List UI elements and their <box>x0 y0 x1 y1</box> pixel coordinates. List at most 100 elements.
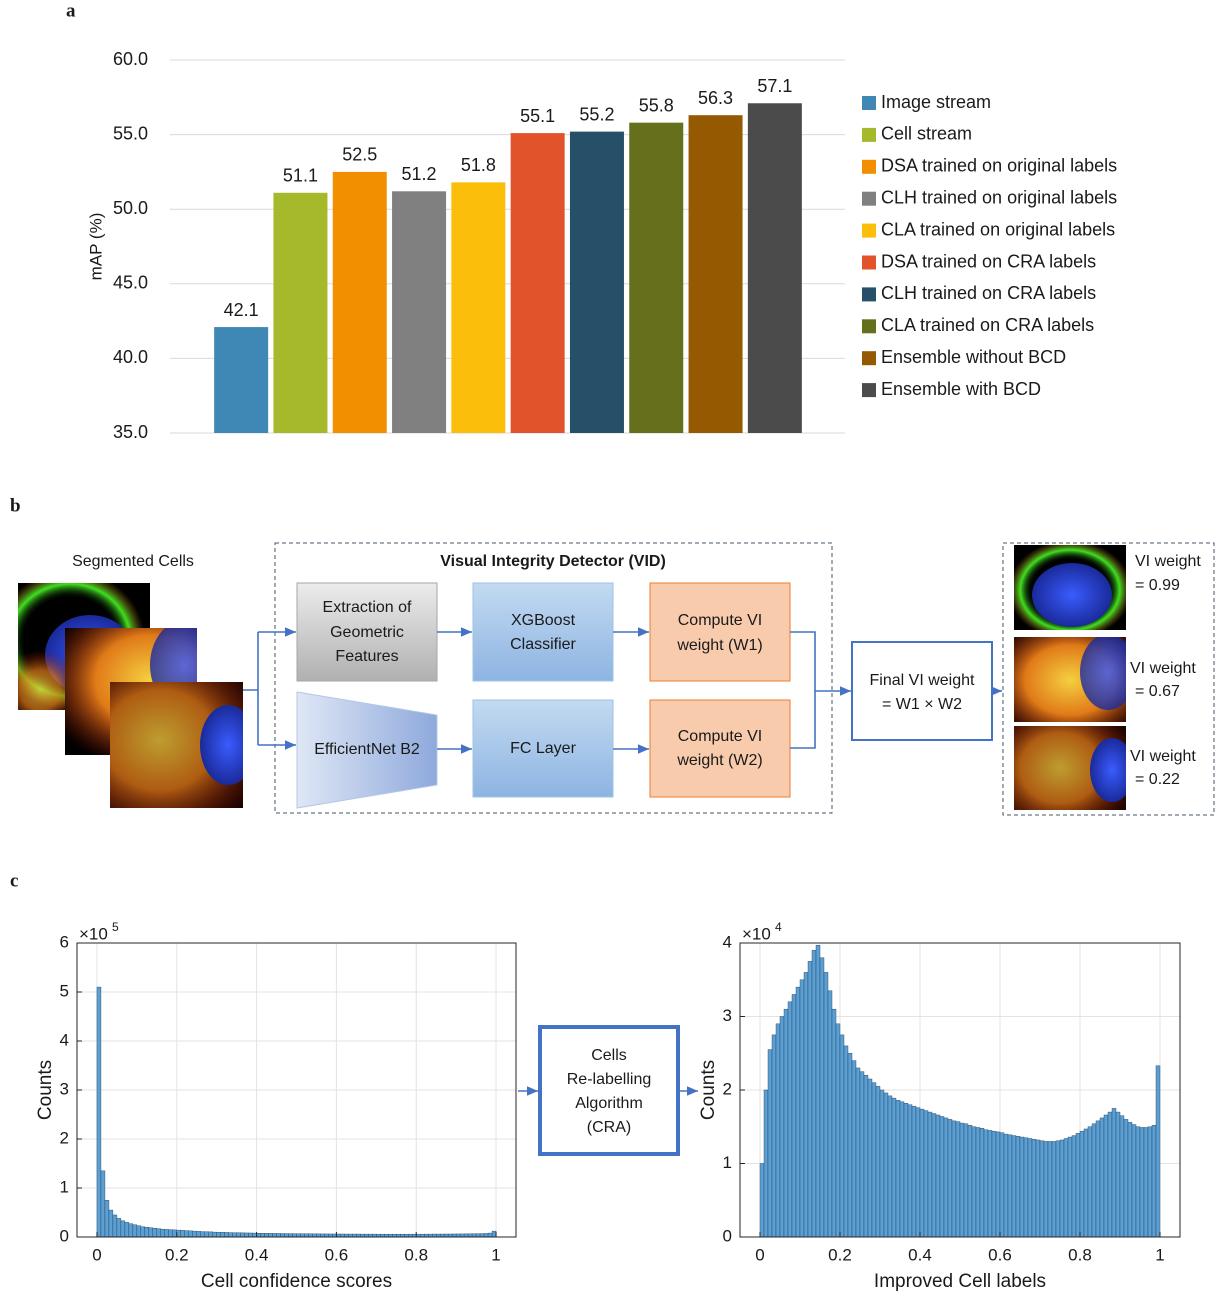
histogram-bar <box>256 1232 261 1238</box>
box-text: Re-labelling <box>567 1071 652 1088</box>
x-tick-label: 0.6 <box>988 1245 1012 1264</box>
histogram-bar <box>943 1117 949 1238</box>
legend-label: CLA trained on CRA labels <box>881 315 1094 335</box>
legend-label: DSA trained on original labels <box>881 156 1117 176</box>
histogram-bar <box>483 1233 489 1238</box>
box-text: Final VI weight <box>870 672 975 689</box>
histogram-bar <box>919 1108 925 1238</box>
x-tick-label: 0.2 <box>828 1245 852 1264</box>
histogram-bar <box>228 1232 233 1238</box>
histogram-bar <box>999 1132 1005 1238</box>
output-text: VI weight <box>1135 553 1201 570</box>
histogram-bar <box>971 1126 977 1238</box>
bar <box>214 327 269 433</box>
histogram-bar <box>140 1226 146 1238</box>
histogram-bar <box>1067 1136 1073 1238</box>
histogram-bar <box>827 990 833 1238</box>
box-text: Features <box>335 648 398 665</box>
y-tick-label: 1 <box>60 1177 69 1196</box>
histogram-bar <box>871 1082 877 1238</box>
histogram-bar <box>795 986 801 1238</box>
histogram-bar <box>240 1232 245 1238</box>
histogram-bar <box>915 1107 921 1238</box>
histogram-bar <box>895 1100 901 1238</box>
legend-label: Ensemble with BCD <box>881 379 1041 399</box>
y-tick-label: 3 <box>60 1079 69 1098</box>
histogram-bar <box>196 1231 201 1238</box>
y-axis-label: mAP (%) <box>86 213 105 281</box>
histogram-bar <box>1063 1138 1069 1238</box>
histogram-bar <box>1051 1141 1057 1238</box>
cell-image <box>1014 637 1126 722</box>
histogram-bar <box>184 1230 189 1238</box>
histogram-bar <box>1095 1120 1101 1238</box>
histogram-bar <box>879 1089 885 1238</box>
bar <box>569 131 624 433</box>
histogram-bar <box>284 1233 289 1238</box>
histogram-bar <box>204 1231 209 1238</box>
diagram: Segmented Cells Visual Integrity Detecto… <box>18 542 1215 816</box>
histogram-bar <box>1055 1140 1061 1238</box>
bar <box>273 192 328 433</box>
histogram-bar <box>280 1233 285 1238</box>
box-text: weight (W2) <box>676 752 762 769</box>
histogram-bar <box>1071 1135 1077 1238</box>
box-text: FC Layer <box>510 740 576 757</box>
y-tick-label: 2 <box>60 1128 69 1147</box>
cell-image <box>110 682 243 808</box>
histogram-bar <box>132 1224 138 1238</box>
histogram-bar <box>975 1127 981 1238</box>
histogram-bar <box>124 1222 130 1238</box>
histogram-bar <box>1079 1130 1085 1238</box>
y-tick-label: 40.0 <box>113 347 148 367</box>
histogram-bar <box>1039 1140 1045 1238</box>
legend-swatch <box>862 127 876 142</box>
connector <box>790 631 816 749</box>
y-tick-label: 6 <box>60 932 69 951</box>
box-text: (CRA) <box>587 1119 631 1136</box>
histogram-bar <box>144 1226 150 1238</box>
histogram-bar <box>955 1121 961 1238</box>
histogram-bar <box>156 1228 162 1238</box>
histogram-bar <box>176 1229 181 1238</box>
y-tick-label: 50.0 <box>113 198 148 218</box>
vid-title: Visual Integrity Detector (VID) <box>440 553 666 570</box>
value-label: 55.2 <box>579 104 614 124</box>
histogram-bar <box>128 1223 134 1238</box>
histogram-bar <box>491 1230 497 1238</box>
value-label: 56.3 <box>698 88 733 108</box>
bar <box>332 171 387 433</box>
histogram-bar <box>859 1071 865 1238</box>
y-tick-label: 5 <box>60 981 69 1000</box>
histogram-bar <box>1043 1141 1049 1238</box>
y-axis-label: Counts <box>698 1060 719 1120</box>
histogram-bar <box>1035 1139 1041 1238</box>
histogram-bar <box>763 1089 769 1238</box>
histogram-bar <box>1111 1108 1117 1238</box>
histogram-bar <box>771 1034 777 1238</box>
histogram-bar <box>487 1232 493 1238</box>
x-tick-label: 0.4 <box>245 1245 269 1264</box>
panel-label: c <box>10 870 18 891</box>
histogram-bar <box>1003 1133 1009 1238</box>
box-text: XGBoost <box>511 612 576 629</box>
histogram-bar <box>983 1129 989 1238</box>
histogram-bar <box>831 1008 837 1238</box>
histogram-bar <box>160 1228 166 1238</box>
x-tick-label: 0 <box>755 1245 764 1264</box>
histogram-bar <box>104 1200 110 1238</box>
box-text: Algorithm <box>575 1095 643 1112</box>
y-axis-label: Counts <box>35 1060 56 1120</box>
histogram-bar <box>979 1128 985 1238</box>
histogram-bar <box>1127 1122 1133 1238</box>
histogram-bar <box>96 986 102 1238</box>
histogram-bar <box>819 957 825 1238</box>
histogram-bar <box>775 1023 781 1238</box>
x-tick-label: 0.8 <box>404 1245 428 1264</box>
histogram-bar <box>783 1008 789 1238</box>
legend-label: Image stream <box>881 92 991 112</box>
legend-label: Cell stream <box>881 124 972 144</box>
histogram-bar <box>1031 1139 1037 1238</box>
histogram-bar <box>927 1111 933 1238</box>
histogram-bar <box>180 1230 185 1238</box>
